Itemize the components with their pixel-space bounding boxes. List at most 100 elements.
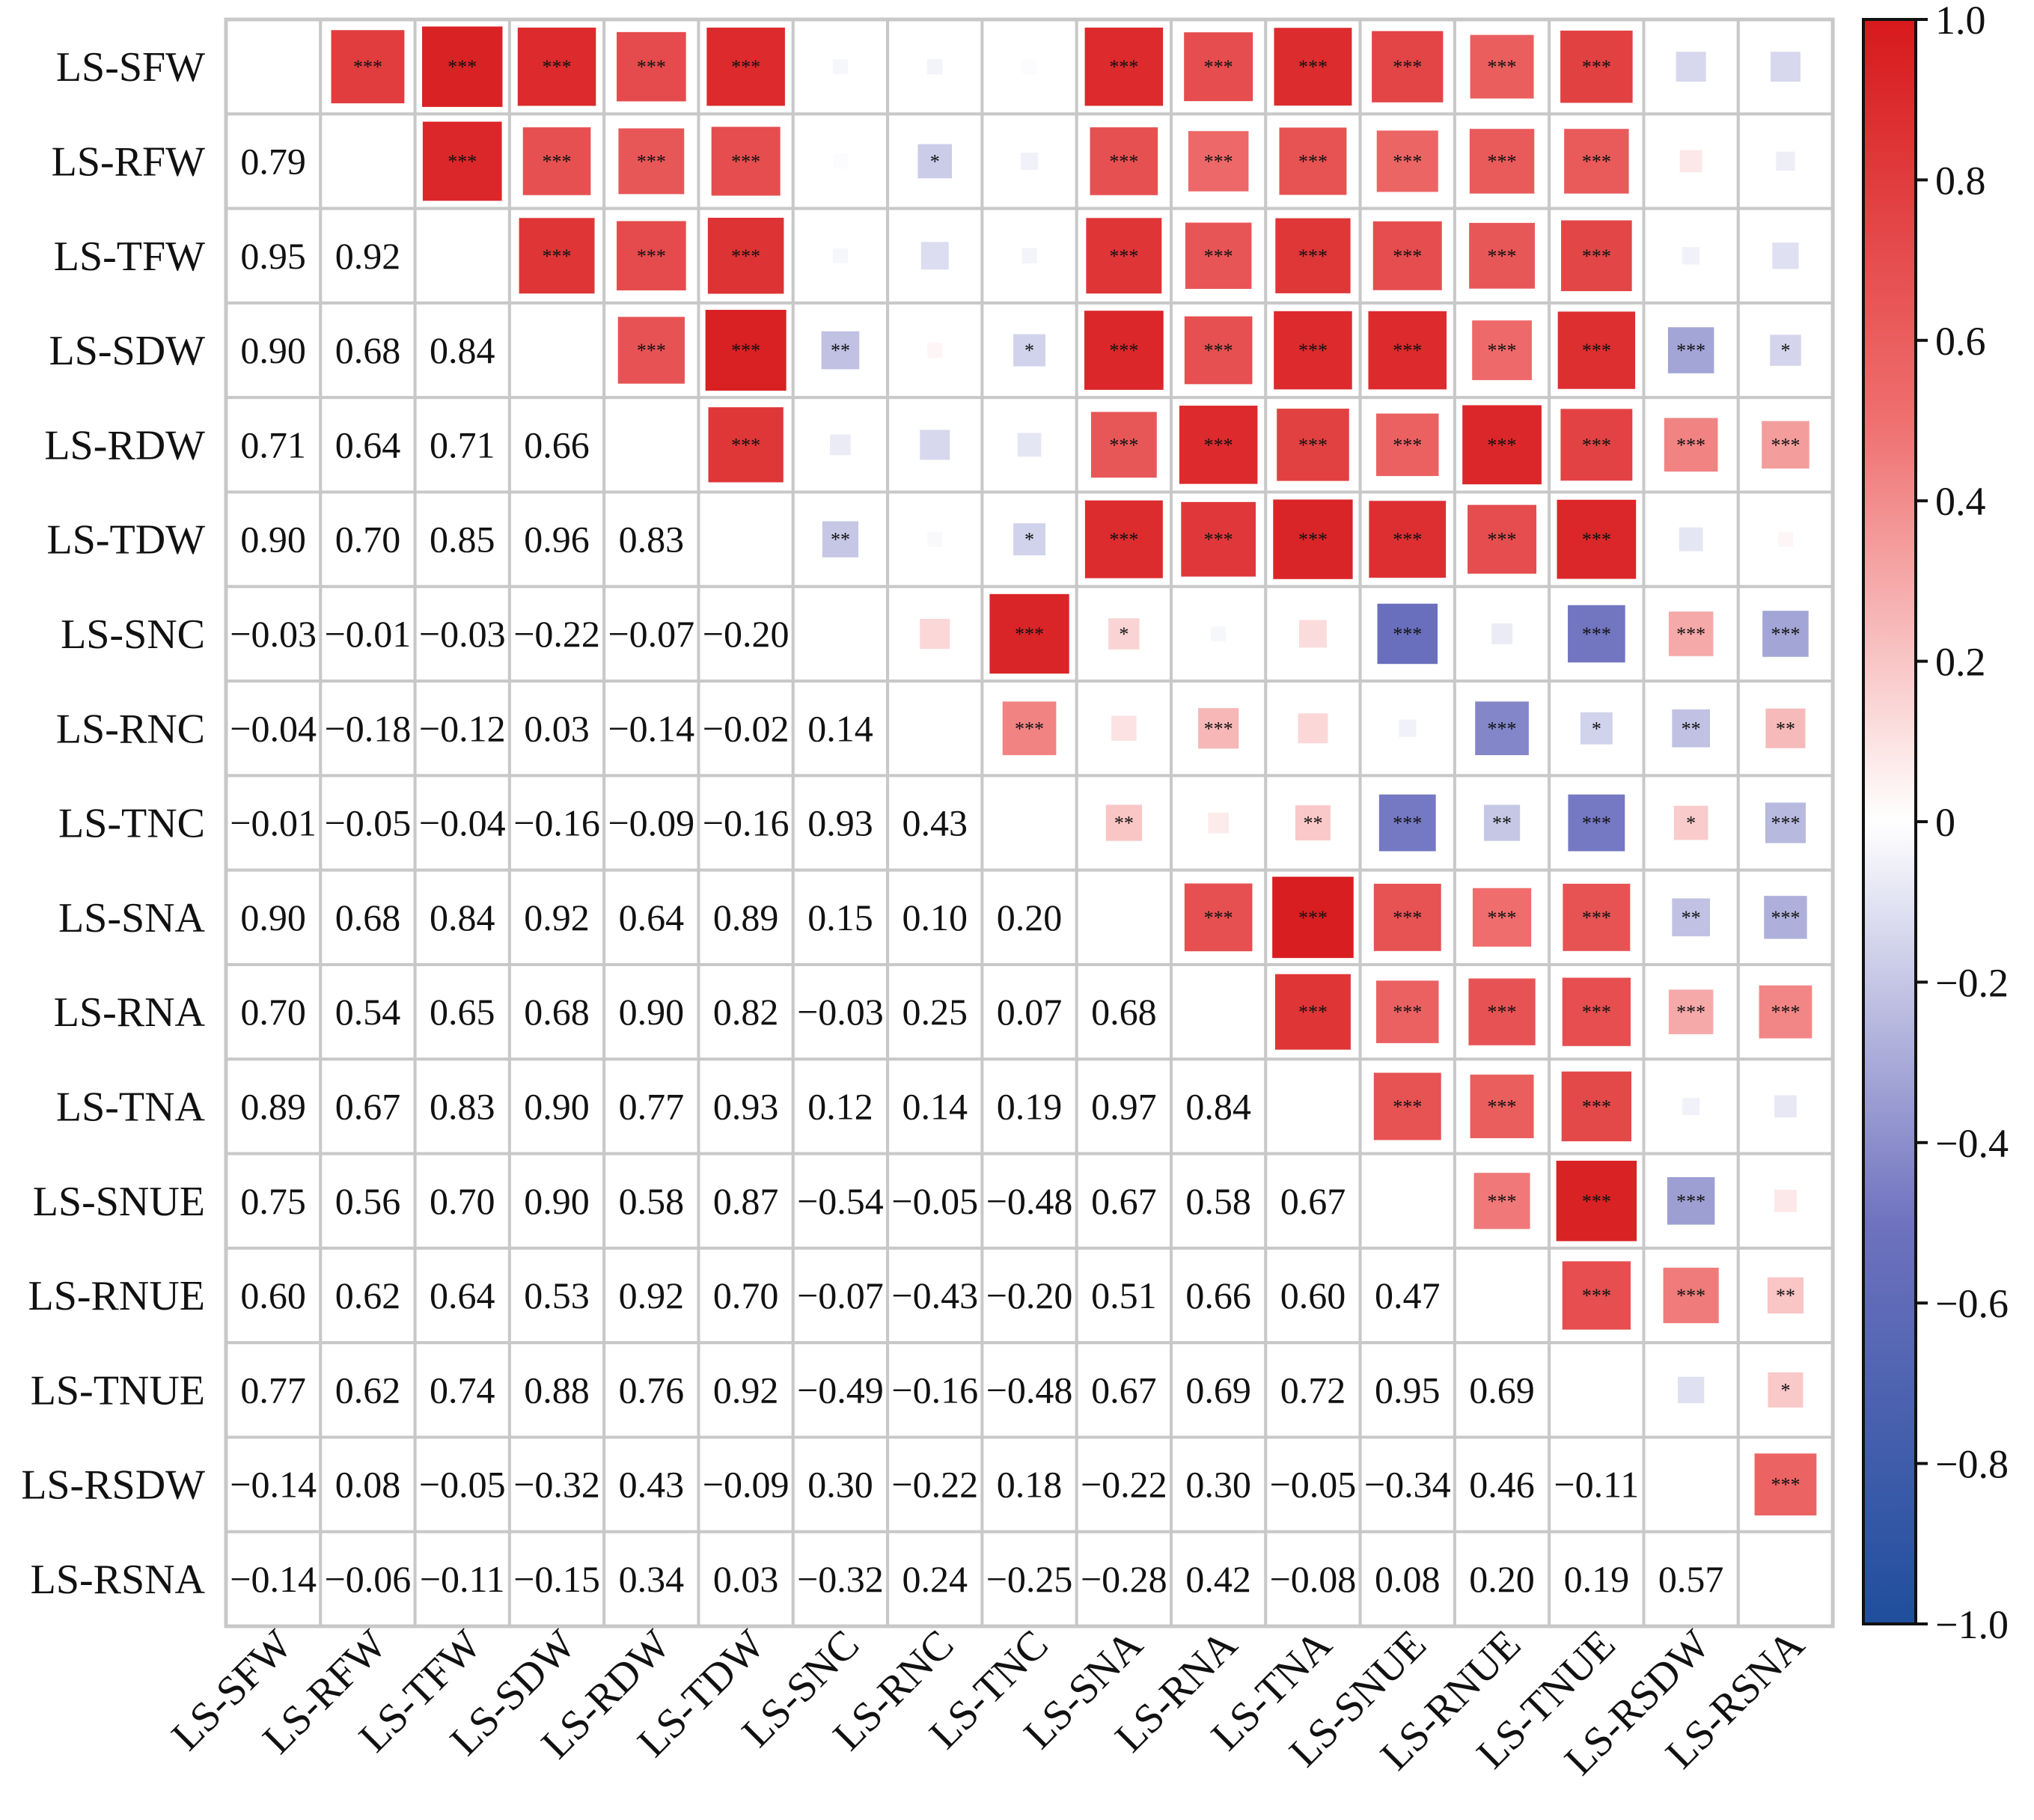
grid-cell <box>1453 1246 1551 1345</box>
correlation-square <box>1012 522 1048 558</box>
correlation-value-label: 0.90 <box>240 519 306 561</box>
grid-cell <box>1358 1341 1456 1439</box>
row-label: LS-SNA <box>58 895 206 941</box>
significance-stars: *** <box>1298 56 1328 78</box>
significance-stars: *** <box>353 56 382 78</box>
correlation-square <box>1760 419 1811 471</box>
correlation-value-label: 0.57 <box>1658 1558 1724 1600</box>
correlation-value-label: 0.08 <box>1375 1558 1441 1600</box>
correlation-value-label: −0.54 <box>797 1180 884 1222</box>
correlation-value-label: 0.62 <box>335 1369 401 1411</box>
significance-stars: *** <box>1582 340 1611 361</box>
correlation-value-label: −0.14 <box>608 707 694 749</box>
correlation-square <box>1179 500 1257 578</box>
significance-stars: * <box>1686 813 1696 834</box>
correlation-value-label: −0.32 <box>513 1464 600 1506</box>
correlation-square <box>1372 882 1443 953</box>
correlation-value-label: 0.71 <box>240 424 306 465</box>
correlation-square <box>926 57 944 76</box>
correlation-square <box>1559 28 1634 105</box>
grid-cell <box>697 490 795 588</box>
grid-cell <box>319 207 417 305</box>
grid-cell <box>791 1057 890 1155</box>
correlation-square <box>1662 416 1720 474</box>
significance-stars: *** <box>637 56 666 78</box>
significance-stars: *** <box>1676 340 1705 361</box>
correlation-square <box>1177 404 1259 486</box>
significance-stars: *** <box>1676 623 1705 645</box>
correlation-square <box>831 246 849 265</box>
correlation-square <box>1667 988 1715 1036</box>
colorbar-tick-label: −0.6 <box>1935 1281 2009 1326</box>
correlation-square <box>1082 309 1165 391</box>
correlation-square <box>1766 1370 1805 1409</box>
significance-stars: *** <box>448 150 477 172</box>
significance-stars: *** <box>1488 907 1517 929</box>
correlation-value-label: 0.60 <box>240 1274 306 1316</box>
correlation-value-label: 0.46 <box>1469 1464 1535 1506</box>
significance-stars: *** <box>1582 623 1611 645</box>
correlation-square <box>617 126 686 196</box>
row-label: LS-SFW <box>56 44 205 91</box>
correlation-square <box>1088 126 1160 197</box>
correlation-square <box>1678 148 1704 174</box>
correlation-value-label: 0.77 <box>619 1085 685 1127</box>
significance-stars: *** <box>1015 623 1044 645</box>
correlation-square <box>1578 710 1614 746</box>
grid-cell <box>413 868 511 966</box>
grid-cell <box>319 1057 417 1155</box>
correlation-value-label: −0.01 <box>230 802 317 844</box>
grid-cell <box>319 490 417 588</box>
correlation-square <box>517 216 596 296</box>
correlation-value-label: 0.56 <box>335 1180 401 1222</box>
correlation-square <box>1468 33 1536 100</box>
correlation-value-label: −0.22 <box>513 613 600 655</box>
grid-cell <box>1264 1530 1362 1628</box>
lower-triangle-values: 0.79 0.95 0.92 0.90 0.68 0.84 0.71 0.64 0.71 0.66… <box>230 140 1724 1600</box>
grid-cell <box>1453 1341 1551 1439</box>
correlation-square <box>1677 525 1705 553</box>
correlation-value-label: 0.25 <box>903 991 968 1033</box>
significance-stars: *** <box>1771 813 1800 834</box>
correlation-square <box>1206 810 1231 835</box>
correlation-square <box>1482 803 1522 843</box>
correlation-value-label: −0.09 <box>703 1464 790 1506</box>
correlation-value-label: 0.92 <box>335 235 401 277</box>
correlation-value-label: 0.65 <box>430 991 495 1033</box>
correlation-value-label: −0.03 <box>797 991 884 1033</box>
correlation-value-label: −0.15 <box>513 1558 600 1600</box>
significance-stars: *** <box>1393 813 1422 834</box>
correlation-square <box>703 308 788 393</box>
significance-stars: *** <box>1298 434 1328 456</box>
correlation-value-label: −0.28 <box>1081 1558 1167 1600</box>
significance-stars: *** <box>1488 1191 1517 1212</box>
correlation-square <box>1371 219 1444 292</box>
correlation-square <box>1020 58 1039 76</box>
grid-cell <box>1736 1530 1835 1628</box>
correlation-value-label: 0.67 <box>1091 1369 1157 1411</box>
correlation-value-label: −0.34 <box>1364 1464 1451 1506</box>
significance-stars: *** <box>1204 718 1233 739</box>
correlation-value-label: 0.89 <box>240 1085 306 1127</box>
significance-stars: *** <box>1488 150 1517 172</box>
correlation-value-label: 0.88 <box>524 1369 590 1411</box>
correlation-value-label: 0.14 <box>807 707 873 749</box>
correlation-value-label: −0.07 <box>608 613 694 655</box>
colorbar-tick-label: −0.8 <box>1935 1442 2009 1487</box>
correlation-value-label: −0.49 <box>797 1369 884 1411</box>
correlation-value-label: −0.22 <box>1081 1464 1167 1506</box>
correlation-square <box>820 519 861 559</box>
grid-cell <box>413 301 511 400</box>
correlation-value-label: −0.01 <box>325 613 412 655</box>
grid-cell <box>413 1435 511 1533</box>
correlation-square <box>1472 1171 1532 1231</box>
significance-stars: *** <box>637 340 666 361</box>
grid-cell <box>1642 1530 1740 1628</box>
significance-stars: *** <box>1109 245 1138 267</box>
correlation-square <box>1375 129 1440 194</box>
correlation-square <box>831 152 849 171</box>
correlation-value-label: 0.97 <box>1091 1085 1157 1127</box>
significance-stars: *** <box>1204 434 1233 456</box>
correlation-value-label: −0.05 <box>1270 1464 1357 1506</box>
correlation-square <box>1001 700 1058 757</box>
